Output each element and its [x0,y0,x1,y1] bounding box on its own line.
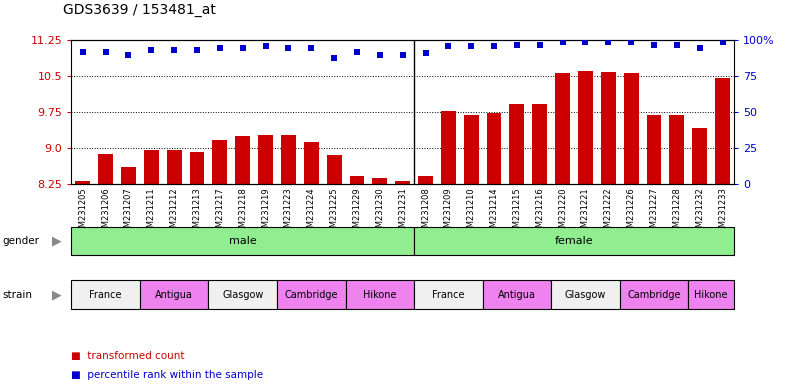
Text: Hikone: Hikone [363,290,397,300]
Text: ■  percentile rank within the sample: ■ percentile rank within the sample [71,370,264,380]
Text: Cambridge: Cambridge [627,290,680,300]
Point [579,39,592,45]
Point [373,52,386,58]
Point [647,41,660,48]
Point [328,55,341,61]
Point [693,45,706,51]
Bar [418,176,433,184]
Bar [350,176,364,184]
Point [602,39,615,45]
Bar [212,140,227,184]
Text: female: female [555,236,594,246]
Point [396,52,409,58]
Text: strain: strain [2,290,32,300]
Bar [235,136,250,184]
Point [76,49,89,55]
Point [259,43,272,49]
Text: Antigua: Antigua [155,290,193,300]
Point [168,47,181,53]
Bar [190,152,204,184]
Point [671,41,684,48]
Bar [715,78,730,184]
Bar [693,127,707,184]
Bar [167,150,182,184]
Point [716,39,729,45]
Point [465,43,478,49]
Text: gender: gender [2,236,40,246]
Bar [327,155,341,184]
Text: ▶: ▶ [52,235,62,247]
Bar [75,181,90,184]
Point [145,47,158,53]
Bar [121,167,136,184]
Point [442,43,455,49]
Bar [281,136,296,184]
Bar [372,178,387,184]
Point [122,52,135,58]
Text: GDS3639 / 153481_at: GDS3639 / 153481_at [63,3,217,17]
Bar [532,104,547,184]
Point [624,39,637,45]
Text: Antigua: Antigua [498,290,536,300]
Text: France: France [432,290,465,300]
Text: ■  transformed count: ■ transformed count [71,351,185,361]
Bar [98,154,113,184]
Point [350,49,363,55]
Bar [578,71,593,184]
Text: France: France [89,290,122,300]
Bar [487,113,501,184]
Point [191,47,204,53]
Bar [258,135,273,184]
Point [305,45,318,51]
Text: Glasgow: Glasgow [564,290,606,300]
Point [213,45,226,51]
Bar [556,73,570,184]
Bar [509,104,525,184]
Point [556,39,569,45]
Point [282,45,295,51]
Bar [144,150,159,184]
Bar [669,115,684,184]
Bar [304,142,319,184]
Point [487,43,500,49]
Point [510,41,523,48]
Point [419,50,432,56]
Text: Hikone: Hikone [694,290,727,300]
Bar [395,181,410,184]
Bar [601,73,616,184]
Bar [646,115,662,184]
Point [534,41,547,48]
Text: Cambridge: Cambridge [285,290,338,300]
Text: ▶: ▶ [52,288,62,301]
Bar [464,115,478,184]
Text: male: male [229,236,256,246]
Text: Glasgow: Glasgow [222,290,264,300]
Bar [441,111,456,184]
Point [99,49,112,55]
Point [236,45,249,51]
Bar [624,73,638,184]
